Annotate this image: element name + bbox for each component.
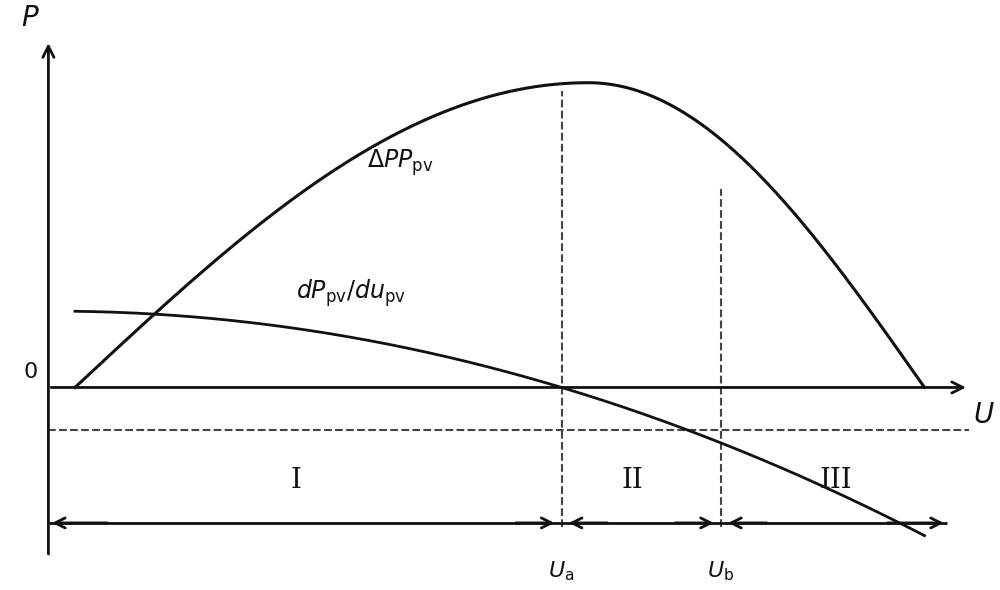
Text: $U$: $U$: [973, 402, 995, 430]
Text: II: II: [622, 467, 643, 494]
Text: $dP_{\mathrm{pv}}/du_{\mathrm{pv}}$: $dP_{\mathrm{pv}}/du_{\mathrm{pv}}$: [296, 277, 406, 309]
Text: III: III: [820, 467, 852, 494]
Text: $P$: $P$: [21, 5, 40, 32]
Text: $\Delta PP_{\mathrm{pv}}$: $\Delta PP_{\mathrm{pv}}$: [367, 147, 433, 178]
Text: $U_{\mathrm{b}}$: $U_{\mathrm{b}}$: [707, 559, 735, 582]
Text: $U_{\mathrm{a}}$: $U_{\mathrm{a}}$: [548, 559, 575, 582]
Text: $0$: $0$: [23, 361, 38, 384]
Text: I: I: [291, 467, 302, 494]
